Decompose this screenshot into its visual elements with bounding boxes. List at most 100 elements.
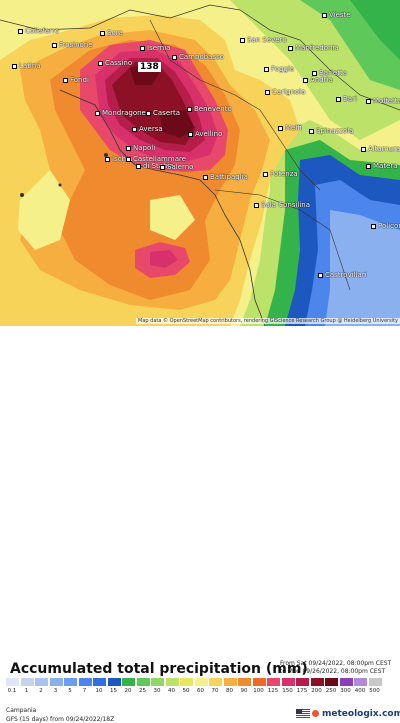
- scale-tick-label: 500: [369, 688, 380, 694]
- city-name: Aversa: [139, 125, 163, 133]
- brand-name[interactable]: meteologix.com: [322, 709, 400, 719]
- scale-swatch: [180, 678, 194, 686]
- us-flag-icon[interactable]: [296, 709, 310, 718]
- scale-tick-label: 175: [296, 688, 308, 694]
- city-label: Vieste: [322, 12, 351, 19]
- scale-tick-label: 200: [311, 688, 322, 694]
- scale-swatch: [310, 678, 325, 686]
- region-label: Campania: [6, 707, 37, 714]
- city-name: Altamura: [368, 145, 400, 153]
- precipitation-field: [0, 0, 400, 326]
- scale-swatch: [93, 678, 107, 686]
- city-label: Spinazzola: [309, 128, 353, 135]
- city-name: Castrovillari: [325, 271, 367, 279]
- city-label: Cassino: [98, 60, 132, 67]
- city-name: Campobasso: [179, 53, 225, 61]
- map-title: Accumulated total precipitation (mm): [10, 661, 308, 677]
- city-name: Cassino: [105, 59, 133, 67]
- city-marker-icon: [188, 131, 193, 137]
- city-marker-icon: [132, 126, 137, 132]
- city-name: Fondi: [70, 76, 89, 84]
- city-name: Sora: [107, 29, 123, 37]
- scale-swatch: [194, 678, 209, 686]
- max-value-label: 138: [138, 62, 161, 72]
- city-marker-icon: [12, 63, 17, 69]
- city-marker-icon: [63, 77, 68, 83]
- date-range: From Sat 09/24/2022, 08:00pm CEST to Mon…: [280, 660, 391, 676]
- city-marker-icon: [265, 89, 270, 95]
- city-name: Ischia: [112, 155, 133, 163]
- city-name: Castellammare: [133, 155, 187, 163]
- scale-tick-label: 70: [211, 688, 219, 694]
- city-marker-icon: [263, 171, 268, 177]
- scale-tick-label: 50: [182, 688, 190, 694]
- model-label: GFS (15 days) from 09/24/2022/18Z: [6, 716, 115, 723]
- city-name: Foggia: [271, 65, 295, 73]
- city-name: Andria: [310, 76, 333, 84]
- city-marker-icon: [312, 70, 317, 76]
- city-marker-icon: [303, 77, 308, 83]
- scale-swatch: [238, 678, 252, 686]
- scale-swatch: [267, 678, 281, 686]
- scale-tick-label: 3: [53, 688, 58, 694]
- city-name: Frosinone: [59, 41, 93, 49]
- city-label: Sora: [100, 30, 123, 37]
- city-name: Caserta: [153, 109, 181, 117]
- city-marker-icon: [366, 98, 371, 104]
- city-label: Latina: [12, 63, 41, 70]
- city-name: Melfi: [285, 124, 302, 132]
- city-marker-icon: [52, 42, 57, 48]
- city-marker-icon: [361, 146, 366, 152]
- city-name: Policoro: [378, 222, 400, 230]
- city-marker-icon: [264, 66, 269, 72]
- scale-tick-label: 1: [24, 688, 29, 694]
- city-name: Mondragone: [102, 109, 146, 117]
- city-marker-icon: [172, 54, 177, 60]
- scale-swatch: [78, 678, 93, 686]
- city-marker-icon: [187, 106, 192, 112]
- scale-swatch: [64, 678, 78, 686]
- city-label: Battipaglia: [203, 174, 248, 181]
- city-marker-icon: [18, 28, 23, 34]
- city-marker-icon: [278, 125, 283, 131]
- city-name: di Stabia: [143, 162, 174, 170]
- city-marker-icon: [160, 164, 165, 170]
- scale-tick-label: 90: [240, 688, 248, 694]
- city-label: Foggia: [264, 66, 294, 73]
- date-to: to Mon 09/26/2022, 08:00pm CEST: [280, 668, 386, 675]
- scale-swatch: [165, 678, 180, 686]
- city-label: Campobasso: [172, 54, 224, 61]
- city-name: Napoli: [133, 144, 156, 152]
- city-label: Frosinone: [52, 42, 93, 49]
- scale-swatch: [122, 678, 136, 686]
- city-label: Sala Consilina: [254, 202, 310, 209]
- city-name: Matera: [373, 162, 398, 170]
- city-label: Policoro: [371, 223, 400, 230]
- scale-tick-label: 25: [139, 688, 146, 694]
- city-name: Potenza: [270, 170, 298, 178]
- scale-swatch: [368, 678, 383, 686]
- city-marker-icon: [203, 174, 208, 180]
- scale-tick-label: 300: [340, 688, 351, 694]
- scale-swatch: [325, 678, 339, 686]
- city-name: Manfredonia: [295, 44, 339, 52]
- scale-tick-label: 125: [267, 688, 279, 694]
- city-label: Aversa: [132, 126, 163, 133]
- city-label: Cerignola: [265, 89, 305, 96]
- scale-swatch: [209, 678, 223, 686]
- city-name: Molfetta: [373, 97, 400, 105]
- scale-swatch: [6, 678, 20, 686]
- scale-swatch: [107, 678, 122, 686]
- city-label: San Severo: [240, 37, 287, 44]
- city-name: Isernia: [147, 44, 171, 52]
- city-name: Bari: [343, 95, 357, 103]
- city-label: Fondi: [63, 77, 89, 84]
- city-label: Potenza: [263, 171, 298, 178]
- city-name: Colleferro: [25, 27, 59, 35]
- city-marker-icon: [146, 110, 151, 116]
- city-name: Salerno: [167, 163, 194, 171]
- city-marker-icon: [126, 156, 131, 162]
- scale-tick-label: 20: [124, 688, 132, 694]
- city-marker-icon: [309, 128, 314, 134]
- scale-swatch: [252, 678, 267, 686]
